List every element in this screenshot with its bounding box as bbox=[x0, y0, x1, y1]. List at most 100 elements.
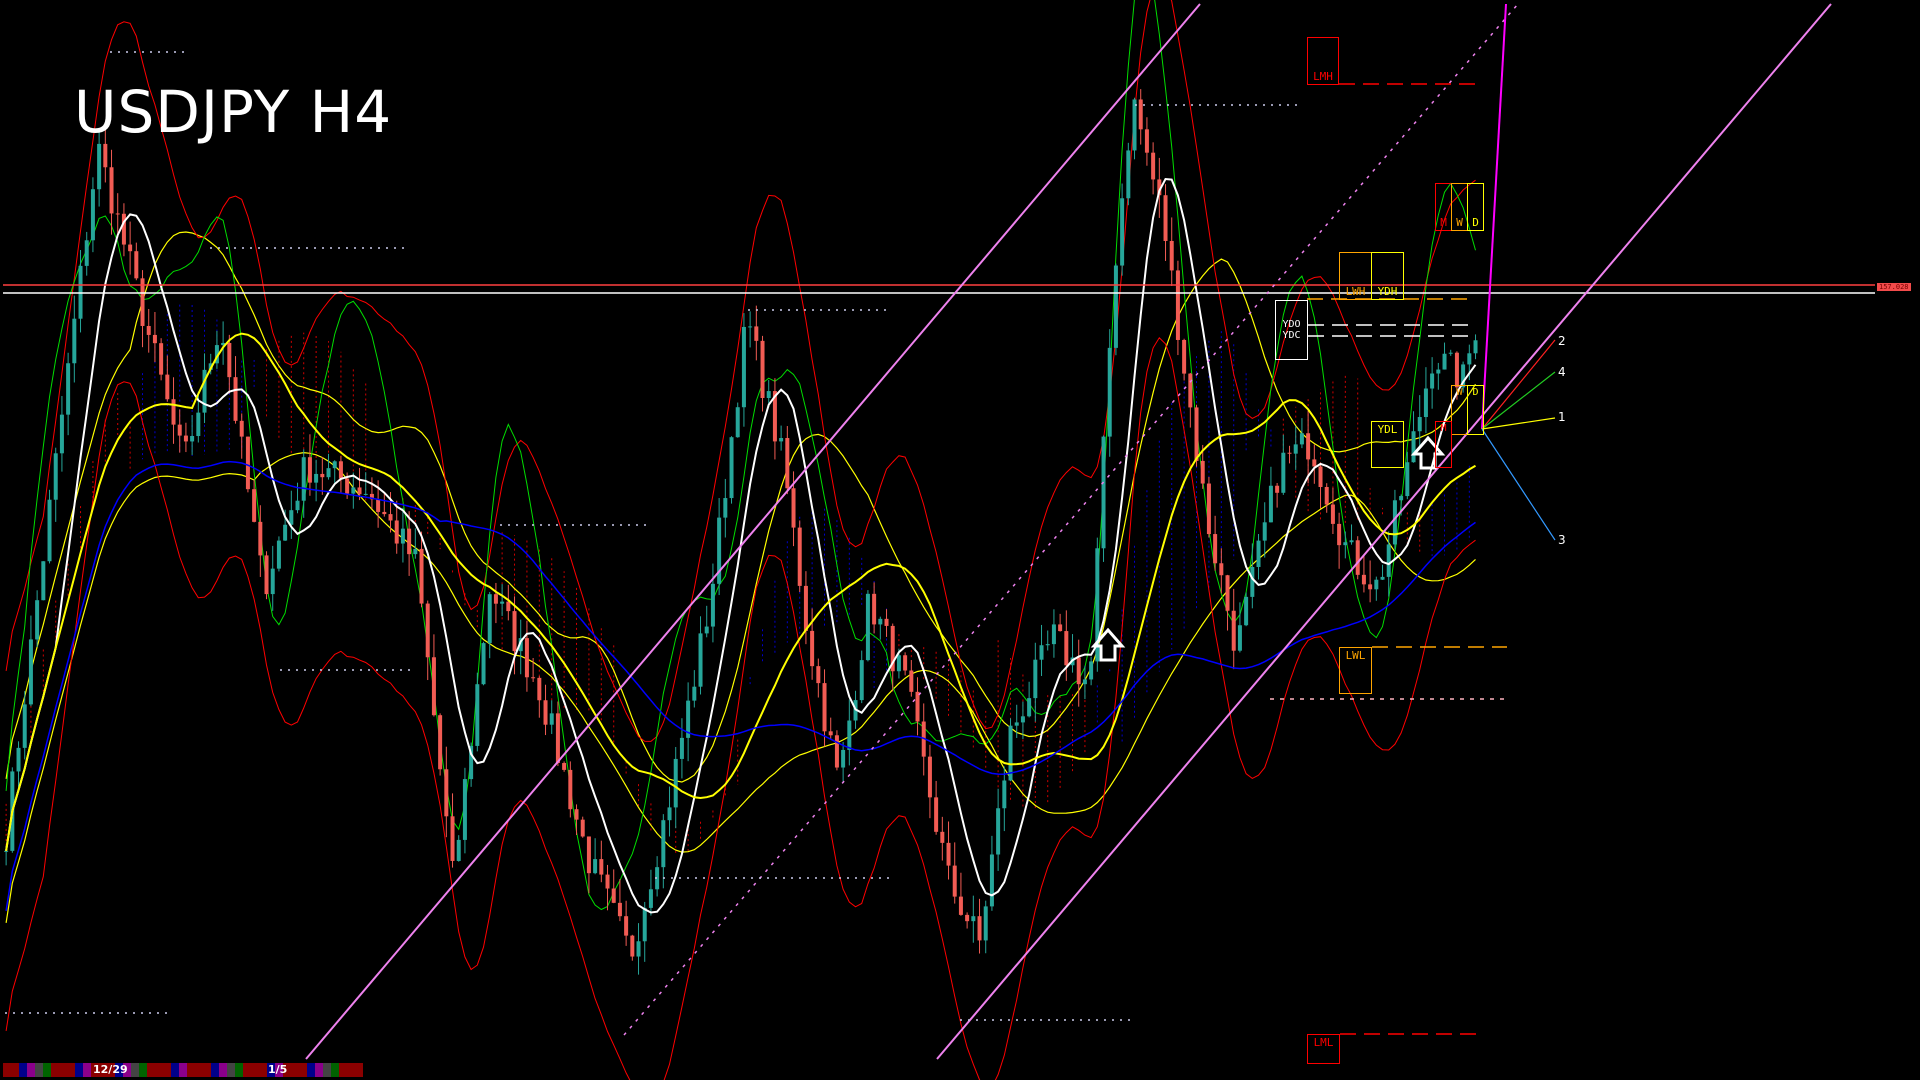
session-block bbox=[27, 1063, 35, 1077]
bull-candle bbox=[1095, 548, 1100, 662]
bull-candle bbox=[518, 638, 523, 652]
bull-candle bbox=[1349, 540, 1354, 543]
bear-candle bbox=[1330, 504, 1335, 524]
bear-candle bbox=[252, 489, 257, 522]
bull-candle bbox=[1132, 99, 1137, 151]
session-block bbox=[179, 1063, 187, 1077]
bull-candle bbox=[692, 686, 697, 701]
bear-candle bbox=[791, 488, 796, 528]
bear-candle bbox=[407, 528, 412, 555]
lwl-label: LWL bbox=[1345, 649, 1366, 662]
bear-candle bbox=[760, 340, 765, 399]
bull-candle bbox=[1101, 436, 1106, 549]
bear-candle bbox=[1361, 574, 1366, 585]
session-block bbox=[331, 1063, 339, 1077]
bear-candle bbox=[450, 816, 455, 861]
month-low-box: M bbox=[1435, 421, 1452, 468]
session-block bbox=[99, 1063, 107, 1077]
fan-line-3 bbox=[1481, 428, 1556, 541]
bull-candle bbox=[1374, 579, 1379, 590]
session-block bbox=[35, 1063, 43, 1077]
session-block bbox=[251, 1063, 259, 1077]
bear-candle bbox=[1138, 99, 1143, 130]
session-block bbox=[355, 1063, 363, 1077]
bear-candle bbox=[1318, 466, 1323, 487]
bear-candle bbox=[803, 585, 808, 631]
bull-candle bbox=[1027, 698, 1032, 717]
bull-candle bbox=[549, 713, 554, 725]
ydo-label: YDO bbox=[1282, 318, 1301, 330]
bull-candle bbox=[16, 747, 21, 772]
bear-candle bbox=[382, 511, 387, 515]
bear-candle bbox=[1275, 485, 1280, 493]
bear-candle bbox=[903, 655, 908, 671]
bear-candle bbox=[965, 914, 970, 922]
bull-candle bbox=[1237, 625, 1242, 651]
bear-candle bbox=[1163, 195, 1168, 241]
bull-candle bbox=[1293, 444, 1298, 454]
session-block bbox=[291, 1063, 299, 1077]
moving-average-slow bbox=[5, 460, 1476, 912]
bull-candle bbox=[59, 414, 64, 454]
bull-candle bbox=[1039, 645, 1044, 660]
bull-candle bbox=[276, 540, 281, 569]
ydh-label: YDH bbox=[1377, 285, 1398, 298]
bear-candle bbox=[121, 213, 126, 245]
bollinger-upper bbox=[5, 0, 1476, 742]
bull-candle bbox=[847, 720, 852, 750]
session-block bbox=[155, 1063, 163, 1077]
bull-candle bbox=[1089, 661, 1094, 680]
bull-candle bbox=[1430, 373, 1435, 389]
bull-candle bbox=[196, 412, 201, 437]
session-block bbox=[75, 1063, 83, 1077]
bear-candle bbox=[1182, 339, 1187, 374]
bear-candle bbox=[580, 819, 585, 837]
bear-candle bbox=[1324, 486, 1329, 505]
lwh-label: LWH bbox=[1345, 285, 1366, 298]
bull-candle bbox=[1380, 576, 1385, 580]
bull-candle bbox=[878, 618, 883, 625]
date-label-1-5: 1/5 bbox=[268, 1063, 288, 1076]
bull-candle bbox=[1113, 265, 1118, 348]
session-block bbox=[171, 1063, 179, 1077]
bull-candle bbox=[72, 318, 77, 364]
session-block bbox=[323, 1063, 331, 1077]
bear-candle bbox=[1188, 373, 1193, 408]
bear-candle bbox=[493, 594, 498, 604]
month-box: M bbox=[1435, 183, 1452, 231]
bear-candle bbox=[1175, 270, 1180, 340]
bull-candle bbox=[717, 517, 722, 584]
lml-label: LML bbox=[1313, 1036, 1334, 1049]
bear-candle bbox=[171, 399, 176, 425]
session-block bbox=[115, 1063, 123, 1077]
ydc-label: YDC bbox=[1282, 329, 1301, 341]
bear-candle bbox=[909, 670, 914, 692]
bull-candle bbox=[735, 407, 740, 438]
bull-candle bbox=[66, 363, 71, 415]
bollinger-lower bbox=[5, 337, 1476, 1080]
bull-candle bbox=[22, 704, 27, 748]
bear-candle bbox=[1151, 152, 1156, 180]
bear-candle bbox=[369, 493, 374, 500]
session-block bbox=[19, 1063, 27, 1077]
bull-candle bbox=[704, 626, 709, 634]
bear-candle bbox=[915, 691, 920, 722]
bull-candle bbox=[462, 779, 467, 840]
moving-average-mid bbox=[5, 332, 1477, 852]
bull-candle bbox=[90, 189, 95, 241]
bull-candle bbox=[1467, 353, 1472, 365]
bear-candle bbox=[1144, 129, 1149, 153]
session-block bbox=[259, 1063, 267, 1077]
bear-candle bbox=[245, 436, 250, 490]
bear-candle bbox=[890, 625, 895, 672]
bear-candle bbox=[524, 638, 529, 678]
m-label: M bbox=[1440, 216, 1447, 229]
bull-candle bbox=[679, 737, 684, 759]
session-block bbox=[211, 1063, 219, 1077]
bear-candle bbox=[574, 809, 579, 820]
bull-candle bbox=[1417, 417, 1422, 432]
session-block bbox=[83, 1063, 91, 1077]
channel-upper-line bbox=[305, 3, 1201, 1060]
bull-candle bbox=[1250, 566, 1255, 597]
session-block bbox=[43, 1063, 51, 1077]
